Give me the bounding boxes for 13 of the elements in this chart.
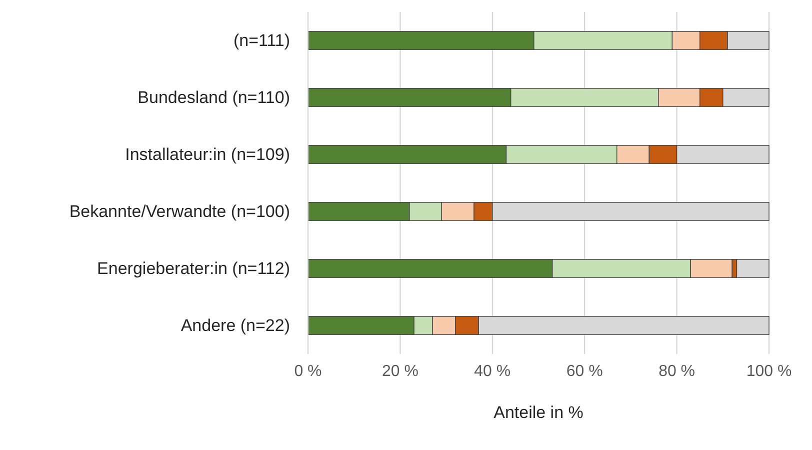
x-tick-label: 80 % [658,363,696,380]
y-tick-label: Bekannte/Verwandte (n=100) [69,202,290,221]
y-tick-label: Energieberater:in (n=112) [97,259,290,278]
y-tick-label: Bundesland (n=110) [138,88,290,107]
x-tick-label: 40 % [474,363,511,380]
x-axis-title: Anteile in % [494,403,584,422]
y-tick-label: Andere (n=22) [180,316,290,335]
y-tick-label: (n=111) [233,31,290,50]
y-tick-label: Installateur:in (n=109) [125,145,290,164]
x-tick-label: 20 % [382,363,418,380]
x-tick-label: 60 % [566,363,603,380]
x-tick-label: 0 % [294,363,322,380]
x-tick-label: 100 % [746,363,792,380]
